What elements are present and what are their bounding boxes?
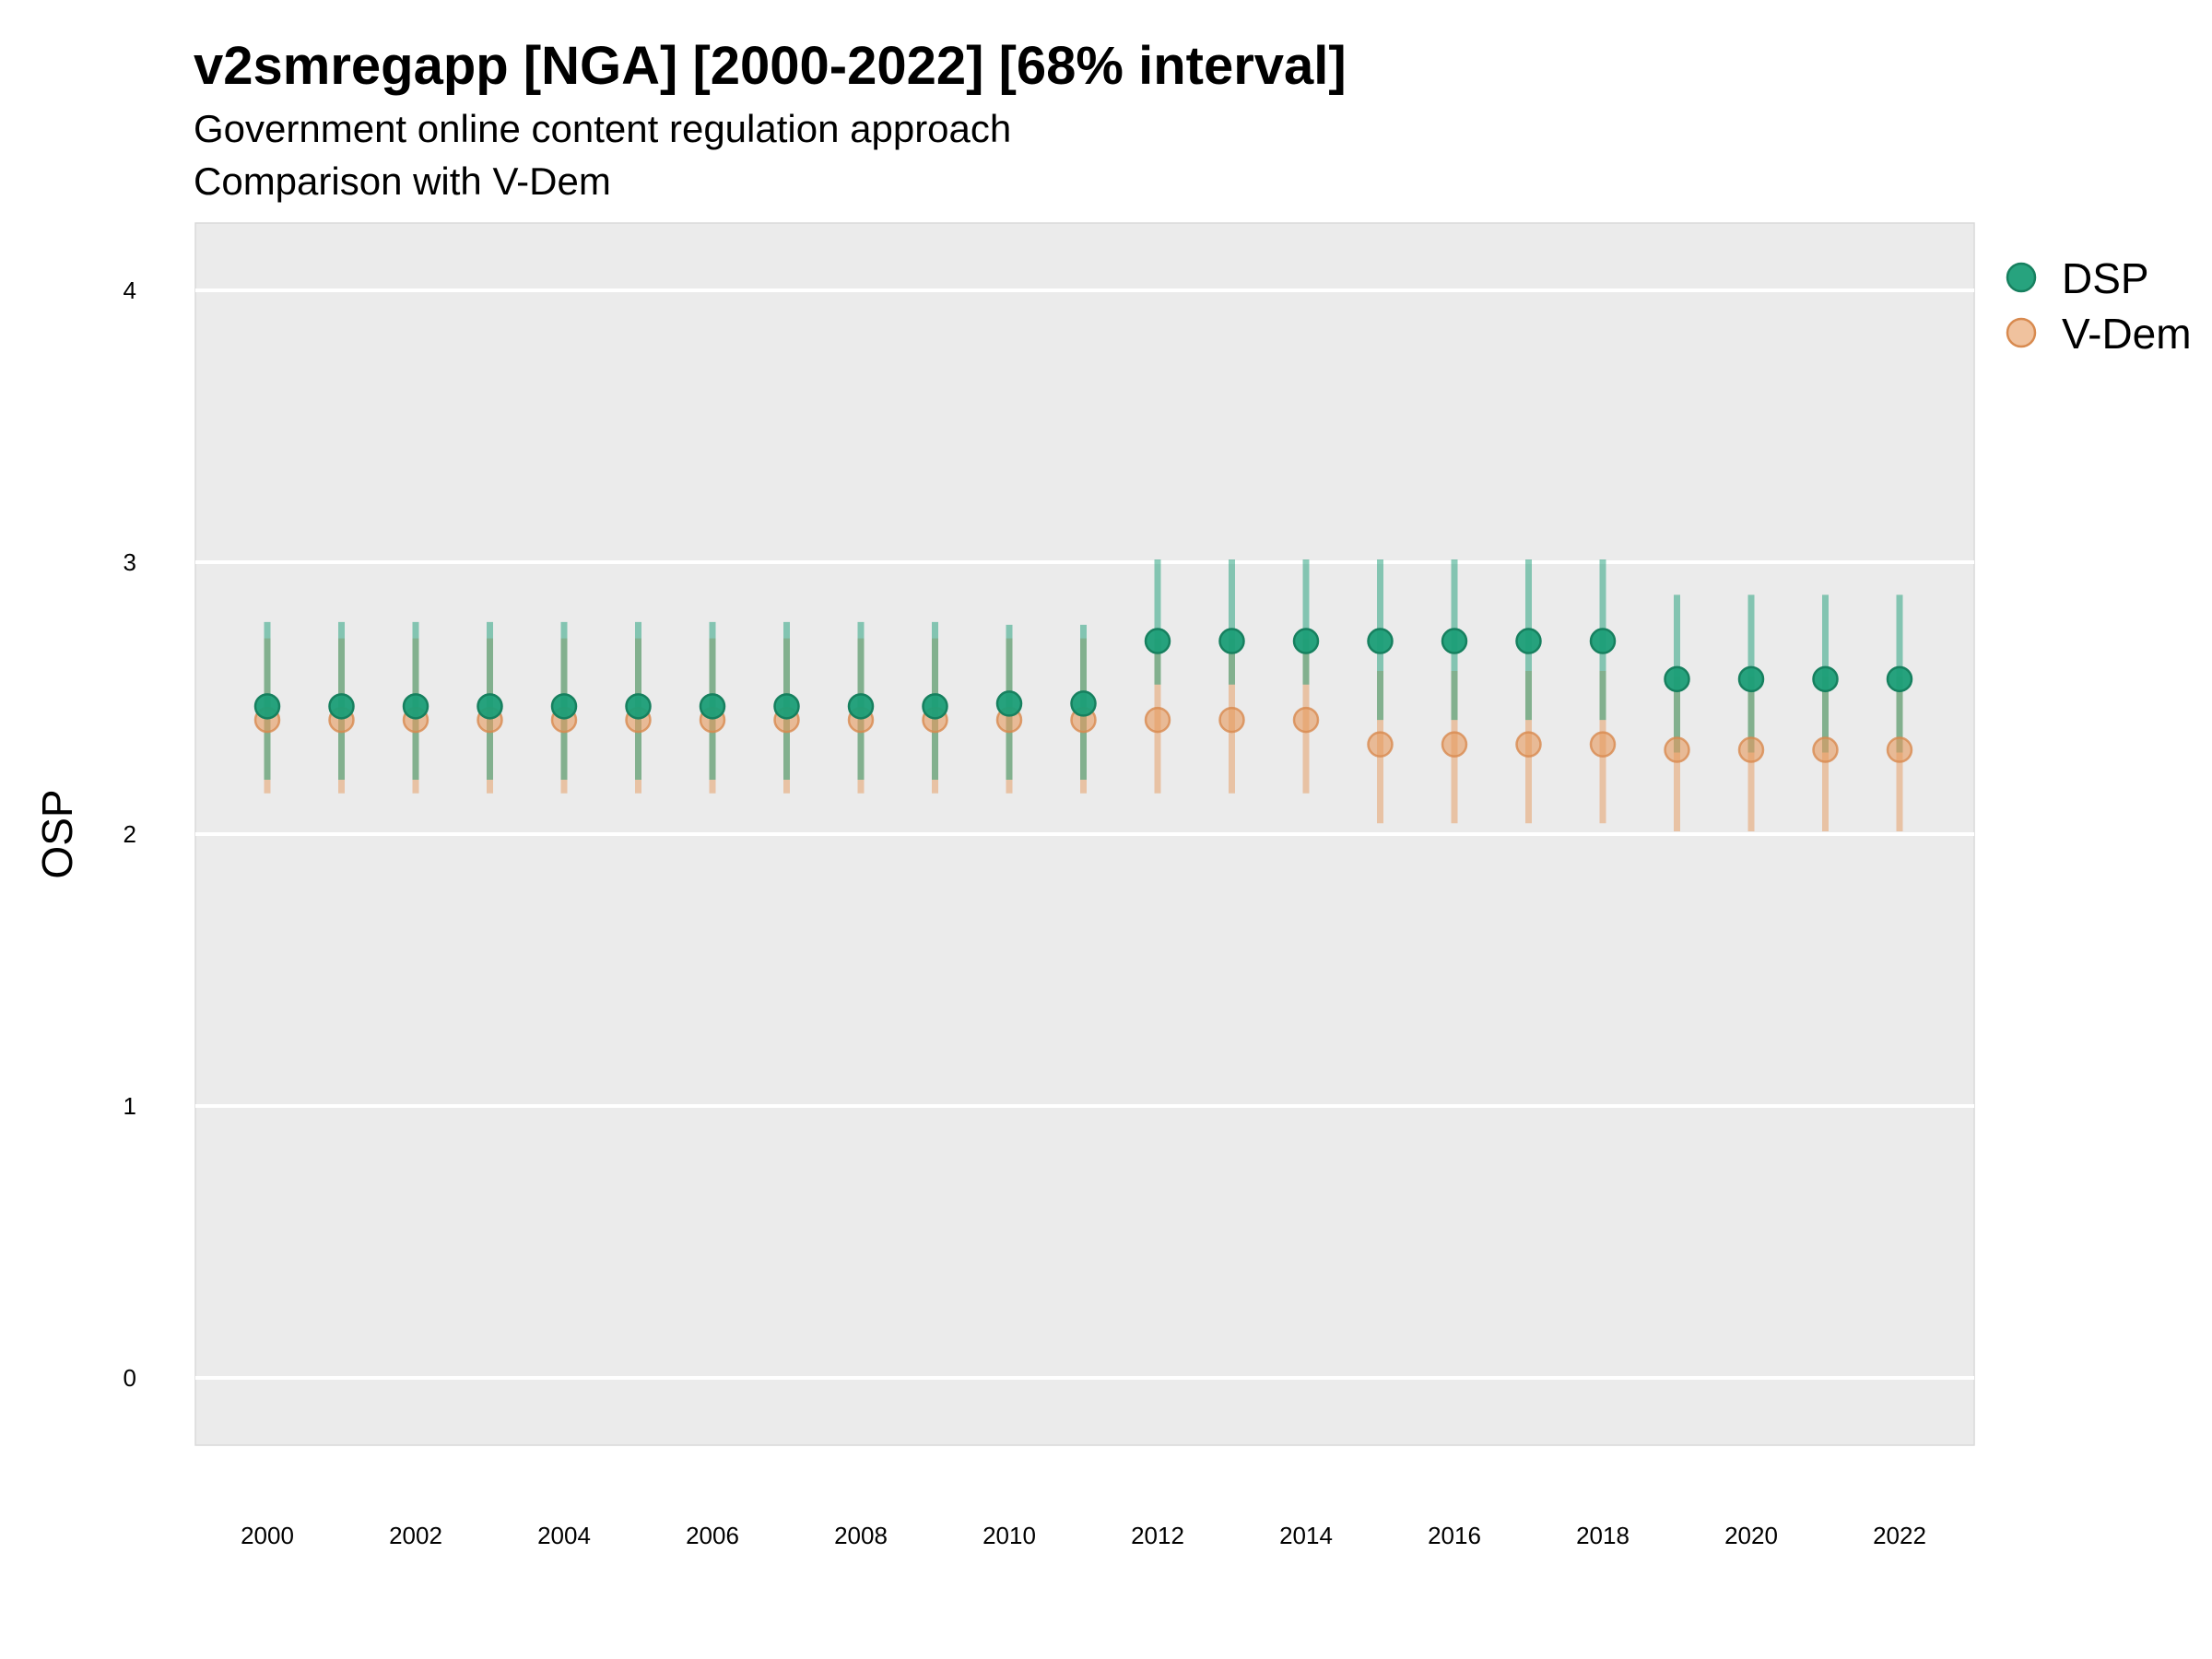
point-dsp-2007: [773, 693, 800, 720]
point-dsp-2015: [1367, 628, 1394, 654]
point-dsp-2021: [1812, 665, 1839, 693]
point-dsp-2020: [1737, 665, 1765, 693]
point-dsp-2001: [328, 693, 355, 720]
x-tick-label: 2002: [389, 1522, 442, 1549]
point-dsp-2016: [1441, 628, 1468, 654]
x-tick-label: 2022: [1873, 1522, 1926, 1549]
x-tick-label: 2006: [686, 1522, 739, 1549]
point-vdem-2022: [1886, 736, 1913, 763]
x-tick-label: 2016: [1428, 1522, 1481, 1549]
point-dsp-2014: [1292, 628, 1320, 654]
point-dsp-2000: [253, 693, 281, 720]
point-vdem-2018: [1589, 731, 1617, 758]
y-gridlines: [195, 288, 1974, 1380]
x-tick-label: 2010: [982, 1522, 1036, 1549]
point-dsp-2003: [477, 693, 503, 720]
point-vdem-2021: [1812, 736, 1839, 763]
point-vdem-2012: [1144, 706, 1171, 734]
point-vdem-2016: [1441, 731, 1468, 758]
x-tick-label: 2012: [1131, 1522, 1184, 1549]
legend-marker-vdem: [2006, 317, 2037, 348]
point-dsp-2019: [1664, 665, 1690, 693]
x-tick-label: 2008: [834, 1522, 888, 1549]
point-dsp-2012: [1144, 628, 1171, 654]
y-axis-label: OSP: [33, 789, 81, 878]
point-vdem-2013: [1218, 706, 1245, 734]
y-axis-ticks: 0 1 2 3 4: [124, 276, 136, 1392]
x-tick-label: 2014: [1279, 1522, 1333, 1549]
chart-subtitle-line-1: Government online content regulation app…: [194, 107, 1012, 150]
point-dsp-2002: [402, 693, 429, 720]
legend: DSP V-Dem: [2006, 254, 2192, 358]
data-points: [253, 628, 1913, 763]
point-dsp-2008: [847, 693, 875, 720]
x-tick-label: 2004: [537, 1522, 591, 1549]
point-dsp-2010: [995, 690, 1023, 717]
x-tick-label: 2020: [1724, 1522, 1778, 1549]
y-tick-label: 4: [124, 276, 136, 304]
legend-label-vdem: V-Dem: [2062, 310, 2192, 358]
point-vdem-2019: [1664, 736, 1690, 763]
point-dsp-2017: [1515, 628, 1542, 654]
legend-label-dsp: DSP: [2062, 254, 2149, 302]
point-vdem-2017: [1515, 731, 1542, 758]
point-dsp-2006: [699, 693, 726, 720]
y-tick-label: 0: [124, 1364, 136, 1392]
y-tick-label: 2: [124, 820, 136, 848]
chart-title: v2smregapp [NGA] [2000-2022] [68% interv…: [194, 36, 1347, 96]
x-tick-label: 2000: [241, 1522, 294, 1549]
y-tick-label: 3: [124, 548, 136, 576]
legend-marker-dsp: [2006, 262, 2037, 293]
chart-subtitle-line-2: Comparison with V-Dem: [194, 159, 611, 203]
y-tick-label: 1: [124, 1092, 136, 1120]
point-vdem-2020: [1737, 736, 1765, 763]
point-dsp-2005: [625, 693, 652, 720]
point-dsp-2022: [1886, 665, 1913, 693]
x-tick-label: 2018: [1576, 1522, 1630, 1549]
point-vdem-2014: [1292, 706, 1320, 734]
point-dsp-2018: [1589, 628, 1617, 654]
point-vdem-2015: [1367, 731, 1394, 758]
x-axis-ticks: 2000 2002 2004 2006 2008 2010 2012 2014 2016 2018…: [241, 1522, 1926, 1549]
point-dsp-2004: [550, 693, 578, 720]
point-dsp-2009: [922, 693, 948, 720]
point-dsp-2011: [1070, 690, 1097, 717]
point-dsp-2013: [1218, 628, 1245, 654]
